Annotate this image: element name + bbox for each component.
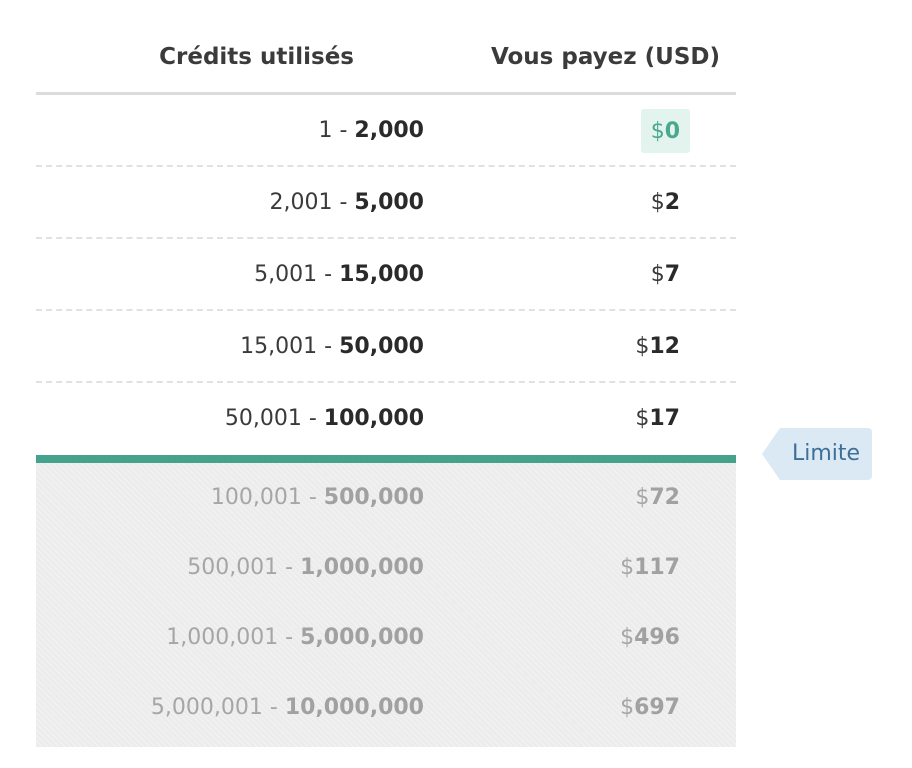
credit-range: 1,000,001 - 5,000,000 [166,625,424,650]
table-row: 50,001 - 100,000 $17 [36,383,736,455]
limit-tag: Limite [762,428,872,480]
table-row: 100,001 - 500,000 $72 [36,463,736,533]
credit-range: 1 - 2,000 [318,118,424,143]
table-row: 500,001 - 1,000,000 $117 [36,533,736,603]
price-value: $12 [635,334,680,359]
table-row: 5,000,001 - 10,000,000 $697 [36,673,736,743]
pricing-table: Crédits utilisés Vous payez (USD) 1 - 2,… [36,0,736,747]
credit-range: 5,000,001 - 10,000,000 [150,695,424,720]
table-row: 15,001 - 50,000 $12 [36,311,736,383]
credit-range: 100,001 - 500,000 [210,485,424,510]
over-limit-section: 100,001 - 500,000 $72 500,001 - 1,000,00… [36,463,736,747]
credit-range: 2,001 - 5,000 [269,190,424,215]
price-value: $697 [620,695,680,720]
credits-column-header: Crédits utilisés [159,44,354,70]
table-row: 5,001 - 15,000 $7 [36,239,736,311]
price-value: $117 [620,555,680,580]
price-column-header: Vous payez (USD) [490,44,720,70]
limit-divider [36,455,736,463]
price-value: $496 [620,625,680,650]
credit-range: 50,001 - 100,000 [224,406,424,431]
table-row: 1 - 2,000 $0 [36,95,736,167]
credit-range: 15,001 - 50,000 [240,334,424,359]
price-value: $2 [650,190,680,215]
credit-range: 500,001 - 1,000,000 [187,555,424,580]
free-price-badge: $0 [640,109,690,153]
tag-arrow-icon [762,428,780,480]
price-value: $7 [650,262,680,287]
price-value: $17 [635,406,680,431]
credit-range: 5,001 - 15,000 [254,262,424,287]
table-header: Crédits utilisés Vous payez (USD) [36,0,736,95]
price-value: $72 [635,485,680,510]
limit-tag-label: Limite [791,441,861,466]
table-row: 2,001 - 5,000 $2 [36,167,736,239]
table-row: 1,000,001 - 5,000,000 $496 [36,603,736,673]
